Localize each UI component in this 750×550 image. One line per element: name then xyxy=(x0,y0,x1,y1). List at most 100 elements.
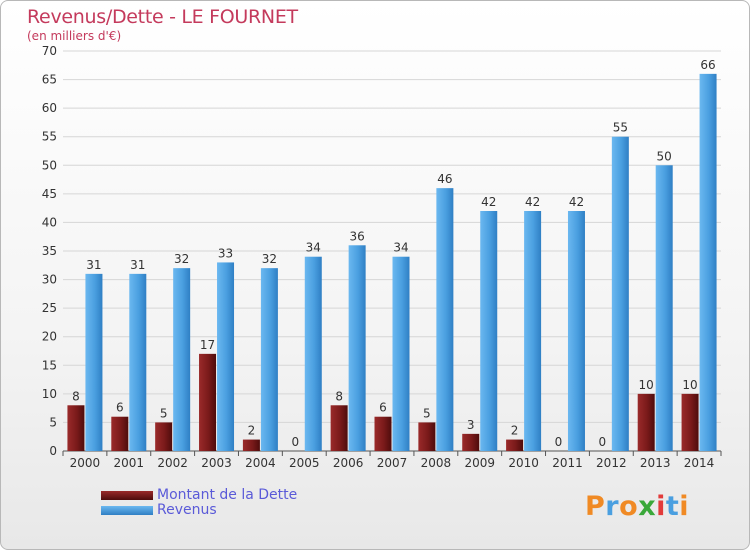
data-label-debt: 0 xyxy=(555,435,563,449)
bar-revenue xyxy=(85,273,103,451)
proxiti-logo: Proxiti xyxy=(585,491,690,522)
bar-revenue xyxy=(348,245,366,451)
y-tick-label: 35 xyxy=(42,244,57,258)
y-tick-label: 45 xyxy=(42,187,57,201)
legend-item-revenue: Revenus xyxy=(101,502,217,518)
y-tick-label: 30 xyxy=(42,273,57,287)
y-tick-label: 60 xyxy=(42,101,57,115)
y-tick-label: 15 xyxy=(42,358,57,372)
data-label-revenue: 32 xyxy=(262,252,277,266)
chart-title: Revenus/Dette - LE FOURNET xyxy=(27,6,298,28)
x-tick-label: 2001 xyxy=(114,456,145,470)
data-label-revenue: 36 xyxy=(349,229,364,243)
x-tick-label: 2009 xyxy=(464,456,495,470)
data-label-debt: 3 xyxy=(467,418,475,432)
y-tick-label: 70 xyxy=(42,44,57,58)
data-label-debt: 10 xyxy=(682,378,697,392)
data-label-debt: 17 xyxy=(200,338,215,352)
x-tick-label: 2011 xyxy=(552,456,583,470)
data-label-debt: 8 xyxy=(72,389,80,403)
bar-revenue xyxy=(129,273,147,451)
bar-revenue xyxy=(304,256,322,451)
legend-item-debt: Montant de la Dette xyxy=(101,487,297,503)
x-tick-label: 2002 xyxy=(157,456,188,470)
data-label-revenue: 46 xyxy=(437,172,452,186)
x-tick-label: 2006 xyxy=(333,456,364,470)
bar-debt xyxy=(637,393,655,451)
bar-debt xyxy=(111,416,129,451)
data-label-debt: 6 xyxy=(116,401,124,415)
bar-revenue xyxy=(260,268,278,451)
data-label-revenue: 42 xyxy=(569,195,584,209)
bar-revenue xyxy=(480,211,498,451)
bar-debt xyxy=(330,405,348,451)
x-tick-label: 2003 xyxy=(201,456,232,470)
bar-revenue xyxy=(524,211,542,451)
data-label-debt: 5 xyxy=(423,406,431,420)
data-label-revenue: 33 xyxy=(218,246,233,260)
x-tick-label: 2013 xyxy=(640,456,671,470)
y-tick-label: 65 xyxy=(42,73,57,87)
x-tick-label: 2012 xyxy=(596,456,627,470)
x-tick-label: 2007 xyxy=(377,456,408,470)
x-tick-label: 2000 xyxy=(70,456,101,470)
bar-revenue xyxy=(436,188,454,451)
bar-debt xyxy=(199,353,217,451)
data-label-revenue: 31 xyxy=(86,258,101,272)
grid-lines xyxy=(63,50,721,452)
bar-debt xyxy=(462,433,480,451)
bar-revenue xyxy=(173,268,191,451)
bar-revenue xyxy=(655,165,673,452)
data-labels: 8 31 6 31 5 32 17 33 2 32 0 34 8 36 6 34 5 46 3 42 2 42 0 42 0 55… xyxy=(72,58,716,449)
bar-debt xyxy=(374,416,392,451)
legend-label-debt: Montant de la Dette xyxy=(157,487,298,503)
data-label-revenue: 42 xyxy=(525,195,540,209)
y-tick-label: 40 xyxy=(42,215,57,229)
bar-revenue xyxy=(567,211,585,451)
legend-label-revenue: Revenus xyxy=(157,502,217,518)
data-label-debt: 0 xyxy=(599,435,607,449)
legend-swatch-revenue xyxy=(101,505,153,515)
data-label-debt: 6 xyxy=(379,401,387,415)
data-label-debt: 10 xyxy=(639,378,654,392)
x-tick-label: 2014 xyxy=(684,456,715,470)
data-label-debt: 2 xyxy=(248,424,256,438)
bar-revenue xyxy=(392,256,410,451)
y-tick-label: 55 xyxy=(42,130,57,144)
bar-revenue xyxy=(217,262,235,451)
bar-revenue xyxy=(699,73,717,451)
chart-subtitle: (en milliers d'€) xyxy=(27,29,122,43)
y-tick-label: 5 xyxy=(49,415,57,429)
bar-debt xyxy=(506,439,524,451)
x-tick-label: 2010 xyxy=(508,456,539,470)
data-label-revenue: 34 xyxy=(306,241,321,255)
x-tick-label: 2004 xyxy=(245,456,276,470)
data-label-revenue: 55 xyxy=(613,121,628,135)
bar-debt xyxy=(242,439,260,451)
data-label-revenue: 50 xyxy=(657,149,672,163)
y-tick-label: 50 xyxy=(42,158,57,172)
data-label-revenue: 34 xyxy=(393,241,408,255)
y-tick-label: 20 xyxy=(42,330,57,344)
data-label-revenue: 42 xyxy=(481,195,496,209)
bars xyxy=(67,73,717,452)
x-tick-label: 2008 xyxy=(421,456,452,470)
bar-debt xyxy=(418,422,436,451)
bar-revenue xyxy=(611,136,629,451)
data-label-debt: 5 xyxy=(160,406,168,420)
data-label-revenue: 66 xyxy=(700,58,715,72)
data-label-debt: 0 xyxy=(291,435,299,449)
bar-debt xyxy=(67,405,85,451)
data-label-revenue: 32 xyxy=(174,252,189,266)
data-label-revenue: 31 xyxy=(130,258,145,272)
bar-debt xyxy=(155,422,173,451)
legend-swatch-debt xyxy=(101,490,153,500)
y-tick-label: 10 xyxy=(42,387,57,401)
y-tick-label: 0 xyxy=(49,444,57,458)
y-tick-label: 25 xyxy=(42,301,57,315)
data-label-debt: 2 xyxy=(511,424,519,438)
x-tick-label: 2005 xyxy=(289,456,320,470)
